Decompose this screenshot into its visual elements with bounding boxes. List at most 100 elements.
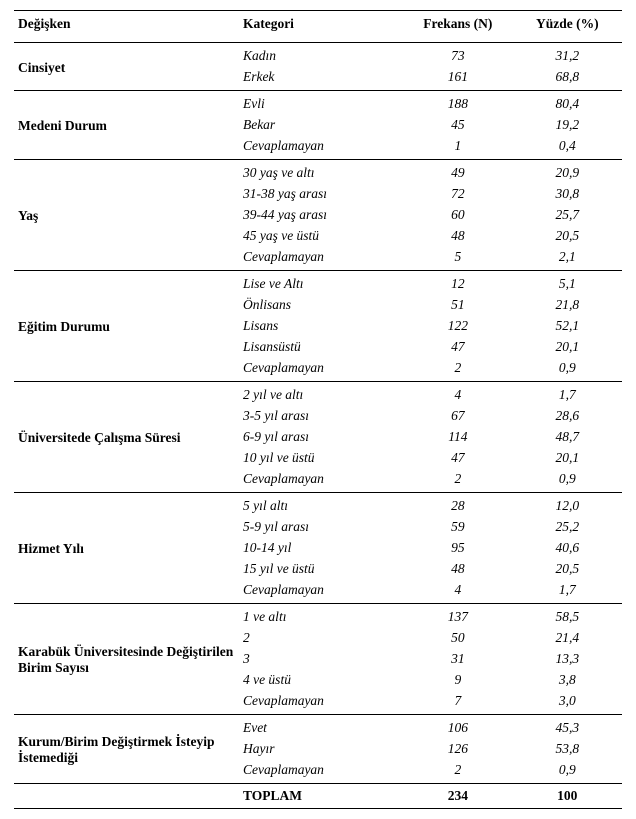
variable-name: Cinsiyet: [14, 43, 239, 91]
pct-cell: 19,2: [513, 115, 622, 136]
freq-cell: 50: [403, 628, 512, 649]
pct-cell: 28,6: [513, 406, 622, 427]
freq-cell: 2: [403, 469, 512, 493]
freq-cell: 9: [403, 670, 512, 691]
category-cell: Lisans: [239, 316, 403, 337]
pct-cell: 12,0: [513, 493, 622, 517]
pct-cell: 21,4: [513, 628, 622, 649]
pct-cell: 2,1: [513, 247, 622, 271]
variable-name: Eğitim Durumu: [14, 271, 239, 382]
pct-cell: 20,1: [513, 448, 622, 469]
freq-cell: 60: [403, 205, 512, 226]
pct-cell: 0,9: [513, 358, 622, 382]
category-cell: Lisansüstü: [239, 337, 403, 358]
category-cell: Evli: [239, 91, 403, 115]
freq-cell: 7: [403, 691, 512, 715]
pct-cell: 80,4: [513, 91, 622, 115]
table-row: Yaş30 yaş ve altı4920,9: [14, 160, 622, 184]
pct-cell: 30,8: [513, 184, 622, 205]
category-cell: 15 yıl ve üstü: [239, 559, 403, 580]
variable-name: Yaş: [14, 160, 239, 271]
category-cell: 1 ve altı: [239, 604, 403, 628]
category-cell: 2 yıl ve altı: [239, 382, 403, 406]
freq-cell: 47: [403, 448, 512, 469]
pct-cell: 31,2: [513, 43, 622, 67]
pct-cell: 25,2: [513, 517, 622, 538]
pct-cell: 5,1: [513, 271, 622, 295]
freq-cell: 4: [403, 580, 512, 604]
freq-cell: 48: [403, 559, 512, 580]
pct-cell: 48,7: [513, 427, 622, 448]
table-row: Medeni DurumEvli18880,4: [14, 91, 622, 115]
category-cell: 3-5 yıl arası: [239, 406, 403, 427]
category-cell: Erkek: [239, 67, 403, 91]
category-cell: 30 yaş ve altı: [239, 160, 403, 184]
category-cell: Lise ve Altı: [239, 271, 403, 295]
total-row: TOPLAM234100: [14, 784, 622, 809]
pct-cell: 58,5: [513, 604, 622, 628]
category-cell: Önlisans: [239, 295, 403, 316]
freq-cell: 59: [403, 517, 512, 538]
pct-cell: 21,8: [513, 295, 622, 316]
freq-cell: 73: [403, 43, 512, 67]
col-header-pct: Yüzde (%): [513, 11, 622, 43]
category-cell: Bekar: [239, 115, 403, 136]
category-cell: 39-44 yaş arası: [239, 205, 403, 226]
freq-cell: 72: [403, 184, 512, 205]
col-header-category: Kategori: [239, 11, 403, 43]
freq-cell: 188: [403, 91, 512, 115]
category-cell: 10 yıl ve üstü: [239, 448, 403, 469]
pct-cell: 0,4: [513, 136, 622, 160]
variable-name: Medeni Durum: [14, 91, 239, 160]
category-cell: Cevaplamayan: [239, 247, 403, 271]
freq-cell: 49: [403, 160, 512, 184]
freq-cell: 47: [403, 337, 512, 358]
pct-cell: 45,3: [513, 715, 622, 739]
variable-name: Üniversitede Çalışma Süresi: [14, 382, 239, 493]
freq-cell: 122: [403, 316, 512, 337]
table-row: Eğitim DurumuLise ve Altı125,1: [14, 271, 622, 295]
freq-cell: 95: [403, 538, 512, 559]
table-row: Hizmet Yılı5 yıl altı2812,0: [14, 493, 622, 517]
freq-cell: 5: [403, 247, 512, 271]
category-cell: 10-14 yıl: [239, 538, 403, 559]
freq-cell: 2: [403, 760, 512, 784]
total-empty: [14, 784, 239, 809]
table-row: CinsiyetKadın7331,2: [14, 43, 622, 67]
col-header-variable: Değişken: [14, 11, 239, 43]
category-cell: 3: [239, 649, 403, 670]
pct-cell: 20,9: [513, 160, 622, 184]
category-cell: Cevaplamayan: [239, 469, 403, 493]
freq-cell: 45: [403, 115, 512, 136]
freq-cell: 51: [403, 295, 512, 316]
variable-name: Karabük Üniversitesinde Değiştirilen Bir…: [14, 604, 239, 715]
pct-cell: 1,7: [513, 382, 622, 406]
pct-cell: 40,6: [513, 538, 622, 559]
table-row: Üniversitede Çalışma Süresi2 yıl ve altı…: [14, 382, 622, 406]
pct-cell: 52,1: [513, 316, 622, 337]
category-cell: 5-9 yıl arası: [239, 517, 403, 538]
pct-cell: 3,8: [513, 670, 622, 691]
freq-cell: 12: [403, 271, 512, 295]
pct-cell: 25,7: [513, 205, 622, 226]
pct-cell: 0,9: [513, 760, 622, 784]
pct-cell: 53,8: [513, 739, 622, 760]
table-row: Karabük Üniversitesinde Değiştirilen Bir…: [14, 604, 622, 628]
freq-cell: 137: [403, 604, 512, 628]
freq-cell: 106: [403, 715, 512, 739]
category-cell: 45 yaş ve üstü: [239, 226, 403, 247]
pct-cell: 20,5: [513, 559, 622, 580]
category-cell: Cevaplamayan: [239, 358, 403, 382]
category-cell: Cevaplamayan: [239, 136, 403, 160]
category-cell: 31-38 yaş arası: [239, 184, 403, 205]
category-cell: Cevaplamayan: [239, 691, 403, 715]
total-freq: 234: [403, 784, 512, 809]
category-cell: Cevaplamayan: [239, 580, 403, 604]
category-cell: Cevaplamayan: [239, 760, 403, 784]
table-row: Kurum/Birim Değiştirmek İsteyip İstemedi…: [14, 715, 622, 739]
category-cell: Evet: [239, 715, 403, 739]
freq-cell: 161: [403, 67, 512, 91]
pct-cell: 20,1: [513, 337, 622, 358]
variable-name: Kurum/Birim Değiştirmek İsteyip İstemedi…: [14, 715, 239, 784]
pct-cell: 0,9: [513, 469, 622, 493]
